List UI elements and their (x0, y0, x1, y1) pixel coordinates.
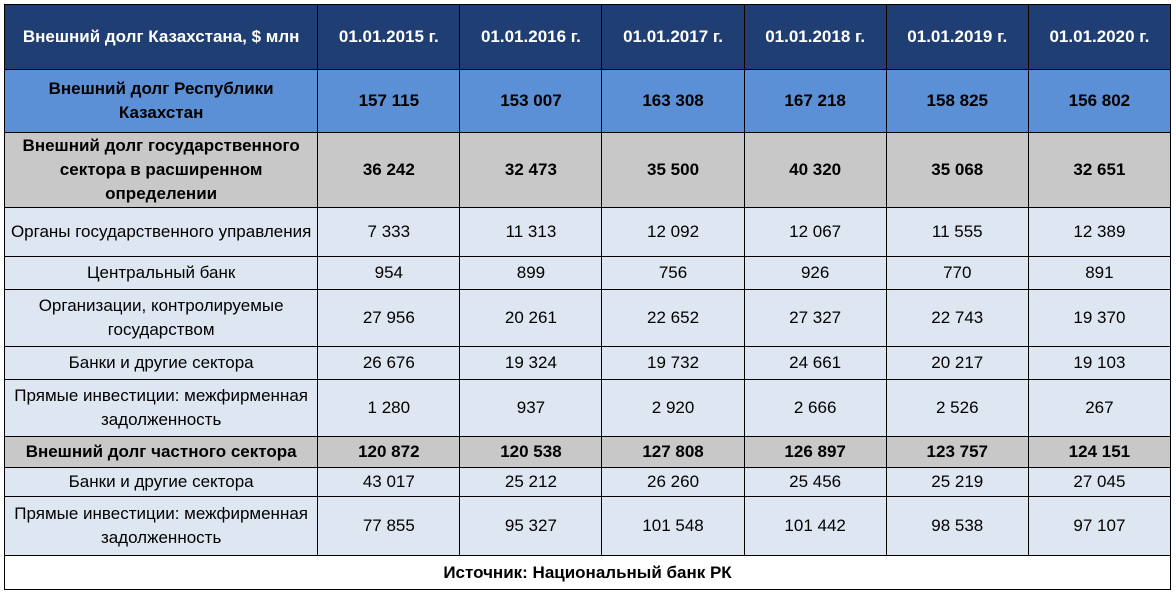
cell-value: 27 045 (1027, 467, 1172, 497)
header-date: 01.01.2019 г. (885, 4, 1029, 70)
cell-value: 35 500 (601, 132, 745, 208)
cell-value: 77 855 (317, 496, 461, 556)
cell-value: 2 526 (885, 379, 1029, 437)
header-date: 01.01.2017 г. (601, 4, 745, 70)
cell-value: 11 313 (459, 207, 603, 257)
table-source-row: Источник: Национальный банк РК (4, 555, 1171, 590)
cell-value: 24 661 (743, 346, 887, 380)
cell-value: 95 327 (459, 496, 603, 556)
cell-value: 127 808 (601, 436, 745, 468)
cell-value: 126 897 (743, 436, 887, 468)
cell-value: 26 260 (601, 467, 745, 497)
table-row: Организации, контролируемые государством… (3, 289, 1172, 347)
cell-value: 120 538 (459, 436, 603, 468)
cell-value: 2 920 (601, 379, 745, 437)
cell-value: 267 (1027, 379, 1172, 437)
row-label: Органы государственного управления (3, 207, 319, 257)
cell-value: 153 007 (459, 69, 603, 133)
cell-value: 101 442 (743, 496, 887, 556)
header-date: 01.01.2016 г. (459, 4, 603, 70)
table-row-public-sector: Внешний долг государственного сектора в … (3, 132, 1172, 208)
header-date: 01.01.2018 г. (743, 4, 887, 70)
cell-value: 22 652 (601, 289, 745, 347)
cell-value: 19 324 (459, 346, 603, 380)
header-date: 01.01.2015 г. (317, 4, 461, 70)
cell-value: 43 017 (317, 467, 461, 497)
cell-value: 19 370 (1027, 289, 1172, 347)
table-row: Органы государственного управления 7 333… (3, 207, 1172, 257)
cell-value: 98 538 (885, 496, 1029, 556)
cell-value: 891 (1027, 256, 1172, 290)
cell-value: 20 217 (885, 346, 1029, 380)
cell-value: 156 802 (1027, 69, 1172, 133)
cell-value: 19 103 (1027, 346, 1172, 380)
row-label: Организации, контролируемые государством (3, 289, 319, 347)
row-label: Прямые инвестиции: межфирменная задолжен… (3, 496, 319, 556)
cell-value: 32 651 (1027, 132, 1172, 208)
table-row: Прямые инвестиции: межфирменная задолжен… (3, 379, 1172, 437)
table-header-row: Внешний долг Казахстана, $ млн 01.01.201… (3, 4, 1172, 70)
cell-value: 97 107 (1027, 496, 1172, 556)
cell-value: 926 (743, 256, 887, 290)
cell-value: 120 872 (317, 436, 461, 468)
row-label: Центральный банк (3, 256, 319, 290)
cell-value: 25 212 (459, 467, 603, 497)
table-row: Прямые инвестиции: межфирменная задолжен… (3, 496, 1172, 556)
cell-value: 157 115 (317, 69, 461, 133)
cell-value: 40 320 (743, 132, 887, 208)
cell-value: 11 555 (885, 207, 1029, 257)
table-row-total: Внешний долг Республики Казахстан 157 11… (3, 69, 1172, 133)
cell-value: 19 732 (601, 346, 745, 380)
cell-value: 27 327 (743, 289, 887, 347)
cell-value: 12 389 (1027, 207, 1172, 257)
cell-value: 20 261 (459, 289, 603, 347)
cell-value: 756 (601, 256, 745, 290)
cell-value: 124 151 (1027, 436, 1172, 468)
cell-value: 899 (459, 256, 603, 290)
cell-value: 123 757 (885, 436, 1029, 468)
cell-value: 36 242 (317, 132, 461, 208)
cell-value: 12 092 (601, 207, 745, 257)
cell-value: 26 676 (317, 346, 461, 380)
row-label: Банки и другие сектора (3, 346, 319, 380)
source-note: Источник: Национальный банк РК (4, 555, 1171, 590)
row-label: Банки и другие сектора (3, 467, 319, 497)
cell-value: 770 (885, 256, 1029, 290)
cell-value: 937 (459, 379, 603, 437)
header-title: Внешний долг Казахстана, $ млн (3, 4, 319, 70)
cell-value: 101 548 (601, 496, 745, 556)
row-label: Внешний долг Республики Казахстан (3, 69, 319, 133)
cell-value: 954 (317, 256, 461, 290)
cell-value: 158 825 (885, 69, 1029, 133)
cell-value: 35 068 (885, 132, 1029, 208)
table-row: Банки и другие сектора 43 017 25 212 26 … (3, 467, 1172, 497)
row-label: Внешний долг государственного сектора в … (3, 132, 319, 208)
row-label: Внешний долг частного сектора (3, 436, 319, 468)
header-date: 01.01.2020 г. (1027, 4, 1172, 70)
cell-value: 32 473 (459, 132, 603, 208)
cell-value: 163 308 (601, 69, 745, 133)
external-debt-table: Внешний долг Казахстана, $ млн 01.01.201… (3, 4, 1172, 590)
cell-value: 22 743 (885, 289, 1029, 347)
table-row: Банки и другие сектора 26 676 19 324 19 … (3, 346, 1172, 380)
table-row-private-sector: Внешний долг частного сектора 120 872 12… (3, 436, 1172, 468)
debt-table-container: Внешний долг Казахстана, $ млн 01.01.201… (3, 4, 1172, 590)
cell-value: 7 333 (317, 207, 461, 257)
cell-value: 25 456 (743, 467, 887, 497)
cell-value: 167 218 (743, 69, 887, 133)
table-row: Центральный банк 954 899 756 926 770 891 (3, 256, 1172, 290)
cell-value: 2 666 (743, 379, 887, 437)
cell-value: 27 956 (317, 289, 461, 347)
cell-value: 12 067 (743, 207, 887, 257)
cell-value: 25 219 (885, 467, 1029, 497)
row-label: Прямые инвестиции: межфирменная задолжен… (3, 379, 319, 437)
cell-value: 1 280 (317, 379, 461, 437)
